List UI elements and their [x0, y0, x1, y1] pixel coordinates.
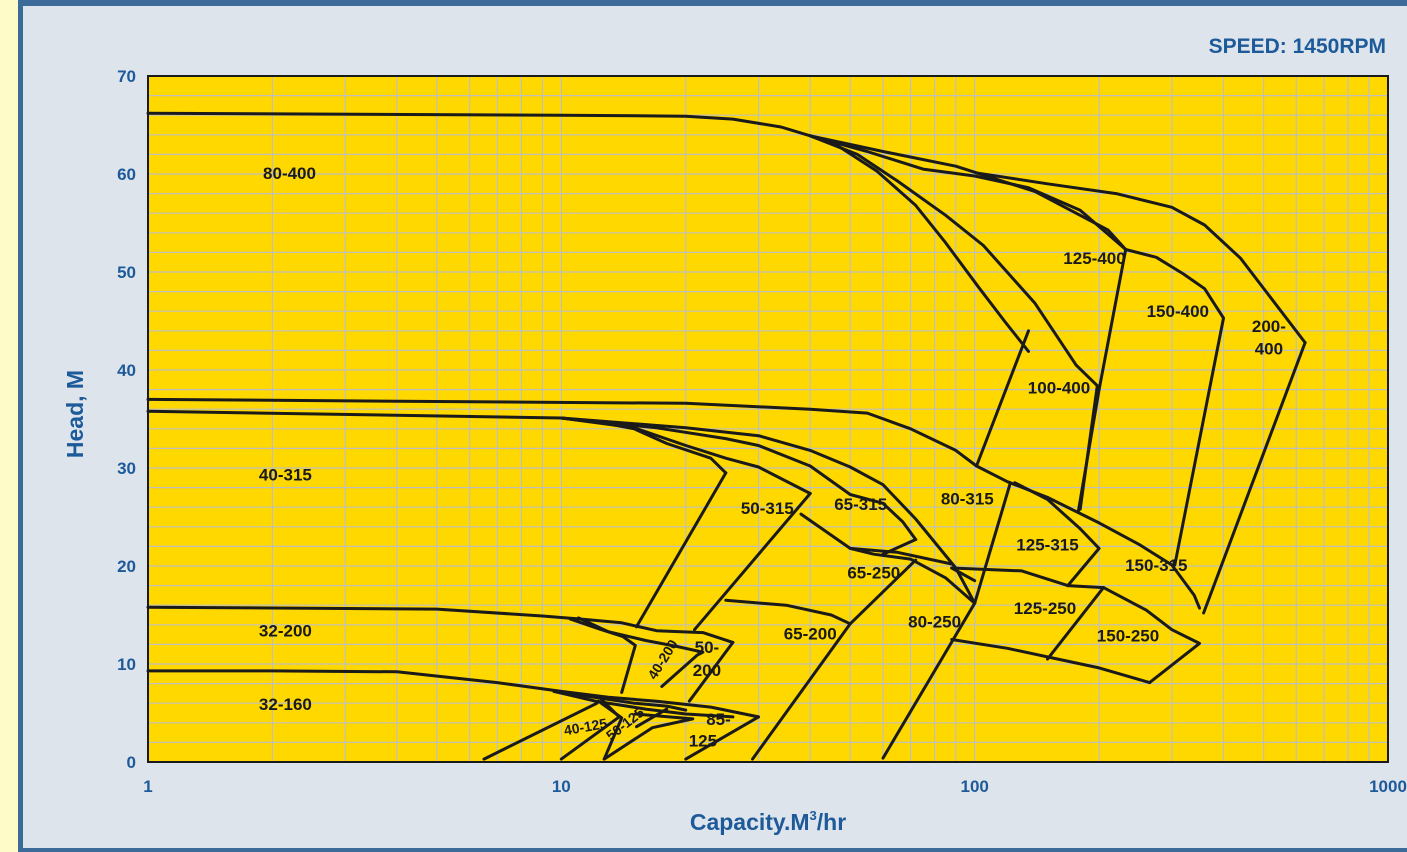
x-tick-label: 1000	[1369, 777, 1407, 796]
pump-curve	[482, 701, 599, 761]
pump-curve	[693, 492, 812, 632]
pump-curve	[950, 638, 1152, 685]
chart-title: SPEED: 1450RPM	[1209, 35, 1386, 58]
x-axis-title-tail: /hr	[817, 809, 846, 835]
pump-curve	[881, 481, 1012, 760]
x-axis-ticks: 1 10 100 1000	[143, 777, 1407, 796]
y-axis-title: Head, M	[62, 370, 88, 458]
pump-curve	[1076, 248, 1128, 514]
y-tick-label: 70	[117, 67, 136, 86]
pump-curve	[635, 471, 728, 629]
zone-label: 125-400	[1063, 249, 1125, 268]
pump-curve	[881, 538, 918, 556]
pump-performance-chart: 80-400125-400150-400200-400100-40040-315…	[62, 35, 1407, 835]
x-tick-label: 1	[143, 777, 152, 796]
zone-label: 85-	[706, 710, 731, 729]
zone-label: 80-400	[263, 164, 316, 183]
pump-curve	[975, 329, 1030, 468]
x-tick-label: 100	[961, 777, 989, 796]
x-tick-label: 10	[552, 777, 571, 796]
pump-curve	[559, 416, 918, 541]
pump-curve	[1046, 586, 1105, 661]
pump-curve	[552, 689, 735, 719]
zone-label: 40-125	[563, 715, 609, 738]
x-axis-title: Capacity.M3/hr	[690, 808, 846, 835]
pump-curve	[602, 712, 695, 761]
zone-label: 200-	[1252, 317, 1286, 336]
pump-curve	[559, 416, 812, 495]
pump-curve	[635, 707, 669, 729]
pump-curve	[1173, 316, 1225, 567]
pump-curve	[808, 134, 1128, 251]
zone-label: 80-315	[941, 489, 994, 508]
x-axis-title-main: Capacity.M	[690, 809, 810, 835]
y-tick-label: 40	[117, 361, 136, 380]
pump-curve	[1013, 481, 1101, 588]
y-tick-label: 0	[127, 753, 136, 772]
pump-curve	[597, 699, 624, 761]
pump-curve	[146, 397, 1201, 610]
pump-curve	[975, 171, 1307, 345]
x-axis-title-sup: 3	[810, 808, 817, 823]
zone-label: 40-315	[259, 466, 312, 485]
pump-curve	[559, 416, 977, 605]
zone-label: 50-315	[741, 499, 794, 518]
zone-label: 65-250	[847, 564, 900, 583]
pump-curve	[687, 640, 735, 703]
pump-curve	[808, 134, 1099, 388]
zone-label: 50-	[695, 638, 720, 657]
zone-label: 125-315	[1016, 535, 1078, 554]
chart-frame: 80-400 125-400 150-400 200- 400 100-400 40-315…	[18, 0, 1407, 852]
pump-curve	[1102, 586, 1201, 685]
zone-label: 100-400	[1028, 379, 1090, 398]
y-tick-label: 60	[117, 165, 136, 184]
zone-label: 150-400	[1147, 302, 1209, 321]
zone-label: 65-315	[834, 495, 887, 514]
pump-curve	[1202, 341, 1307, 615]
pump-curve	[724, 598, 852, 626]
zone-label: 32-160	[259, 695, 312, 714]
pump-curve	[1124, 248, 1225, 320]
plot-border	[147, 75, 1389, 763]
zone-label: 200	[693, 661, 721, 680]
pump-curve	[684, 715, 760, 761]
pump-curve	[799, 512, 977, 605]
y-tick-label: 10	[117, 655, 136, 674]
zone-label: 150-250	[1097, 627, 1159, 646]
zone-label: 65-200	[784, 625, 837, 644]
pump-curve	[808, 134, 1128, 251]
zone-label: 125-250	[1014, 599, 1076, 618]
y-tick-label: 30	[117, 459, 136, 478]
zone-label: 80-250	[908, 613, 961, 632]
pump-curve	[576, 616, 705, 688]
plot-area	[147, 75, 1389, 763]
pump-curve	[146, 605, 735, 644]
y-axis-ticks: 0 10 20 30 40 50 60 70	[117, 67, 136, 772]
pump-curves	[146, 111, 1307, 761]
pump-curve	[950, 566, 1105, 590]
zone-label: 125	[689, 731, 717, 750]
y-tick-label: 20	[117, 557, 136, 576]
zone-label: 400	[1255, 339, 1283, 358]
pump-curve	[848, 546, 954, 566]
pump-curve	[552, 689, 688, 712]
pump-curve	[950, 566, 977, 583]
zone-label: 32-200	[259, 622, 312, 641]
y-tick-label: 50	[117, 263, 136, 282]
zone-label: 150-315	[1125, 556, 1187, 575]
